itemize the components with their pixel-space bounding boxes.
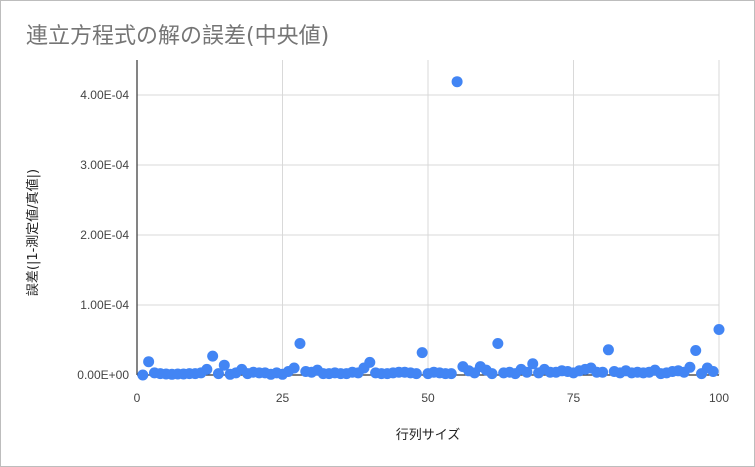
data-point	[201, 363, 213, 375]
grid-lines	[137, 60, 720, 375]
data-point	[218, 359, 230, 371]
y-axis-title: 誤差(|1-測定値/真値|)	[25, 169, 41, 296]
data-point	[597, 366, 609, 378]
data-point	[492, 338, 504, 349]
data-point	[707, 366, 719, 377]
y-tick-label: 1.00E-04	[80, 298, 129, 312]
data-point	[364, 356, 376, 368]
data-point	[294, 338, 306, 349]
chart-title: 連立方程式の解の誤差(中央値)	[26, 24, 330, 49]
data-point	[410, 368, 422, 380]
data-point	[445, 368, 457, 380]
y-tick-label: 0.00E+00	[77, 368, 129, 382]
y-tick-label: 2.00E-04	[80, 228, 129, 242]
data-point	[486, 368, 498, 380]
data-point	[416, 347, 428, 359]
y-tick-label: 4.00E-04	[80, 88, 129, 102]
tick-labels: 0 25 50 75 100 0.00E+00 1.00E-04 2.00E-04 3.00E-…	[77, 88, 729, 405]
data-point	[713, 324, 725, 335]
x-tick-label: 50	[421, 391, 435, 405]
data-point	[207, 350, 219, 362]
x-tick-label: 75	[567, 391, 581, 405]
data-point	[288, 362, 300, 374]
data-point	[527, 358, 539, 370]
data-point	[690, 345, 702, 356]
data-point	[137, 369, 149, 381]
data-point	[521, 366, 533, 378]
data-point	[212, 368, 224, 380]
data-point	[451, 76, 463, 88]
data-point	[602, 344, 614, 356]
x-tick-label: 100	[709, 391, 729, 405]
x-tick-label: 0	[134, 391, 141, 405]
data-point	[684, 361, 696, 373]
x-axis-title: 行列サイズ	[396, 427, 461, 443]
data-point	[143, 356, 155, 368]
y-tick-label: 3.00E-04	[80, 158, 129, 172]
data-points	[137, 76, 725, 381]
x-tick-label: 25	[276, 391, 290, 405]
